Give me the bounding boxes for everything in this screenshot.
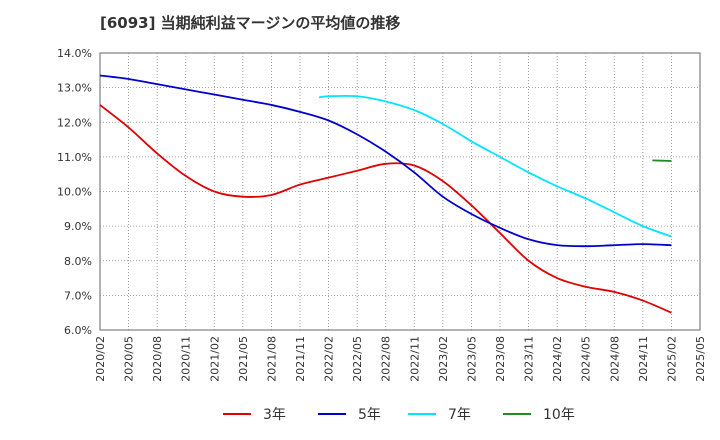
y-tick-label: 10.0% [57, 186, 92, 199]
x-tick-label: 2023/02 [437, 336, 450, 382]
x-tick-label: 2024/05 [580, 336, 593, 382]
y-tick-label: 12.0% [57, 116, 92, 129]
x-tick-label: 2020/08 [151, 336, 164, 382]
x-tick-label: 2023/11 [523, 336, 536, 382]
y-tick-label: 7.0% [64, 289, 92, 302]
x-tick-label: 2024/02 [551, 336, 564, 382]
series-line-4 [652, 159, 672, 162]
x-tick-label: 2020/11 [180, 336, 193, 382]
chart-title: [6093] 当期純利益マージンの平均値の推移 [100, 14, 401, 32]
x-tick-label: 2022/02 [323, 336, 336, 382]
x-tick-label: 2024/08 [608, 336, 621, 382]
x-tick-label: 2022/08 [380, 336, 393, 382]
legend-label: 10年 [543, 407, 575, 423]
x-tick-label: 2023/05 [465, 336, 478, 382]
series-line-2 [99, 74, 672, 248]
y-tick-label: 13.0% [57, 82, 92, 95]
legend-label: 3年 [263, 407, 286, 423]
x-tick-label: 2020/05 [123, 336, 136, 382]
y-tick-label: 9.0% [64, 220, 92, 233]
series-line-3 [318, 94, 672, 238]
series-line-1 [99, 104, 672, 314]
x-tick-label: 2023/08 [494, 336, 507, 382]
x-tick-label: 2025/02 [665, 336, 678, 382]
x-tick-label: 2021/11 [294, 336, 307, 382]
x-tick-label: 2021/08 [265, 336, 278, 382]
x-tick-label: 2024/11 [637, 336, 650, 382]
x-tick-label: 2022/05 [351, 336, 364, 382]
legend-label: 5年 [358, 407, 381, 423]
x-tick-label: 2021/05 [237, 336, 250, 382]
y-tick-label: 11.0% [57, 151, 92, 164]
x-tick-label: 2021/02 [208, 336, 221, 382]
x-tick-label: 2025/05 [694, 336, 707, 382]
x-tick-label: 2020/02 [94, 336, 107, 382]
y-tick-label: 8.0% [64, 255, 92, 268]
y-tick-label: 14.0% [57, 47, 92, 60]
y-tick-label: 6.0% [64, 324, 92, 337]
x-tick-label: 2022/11 [408, 336, 421, 382]
legend-label: 7年 [448, 407, 471, 423]
